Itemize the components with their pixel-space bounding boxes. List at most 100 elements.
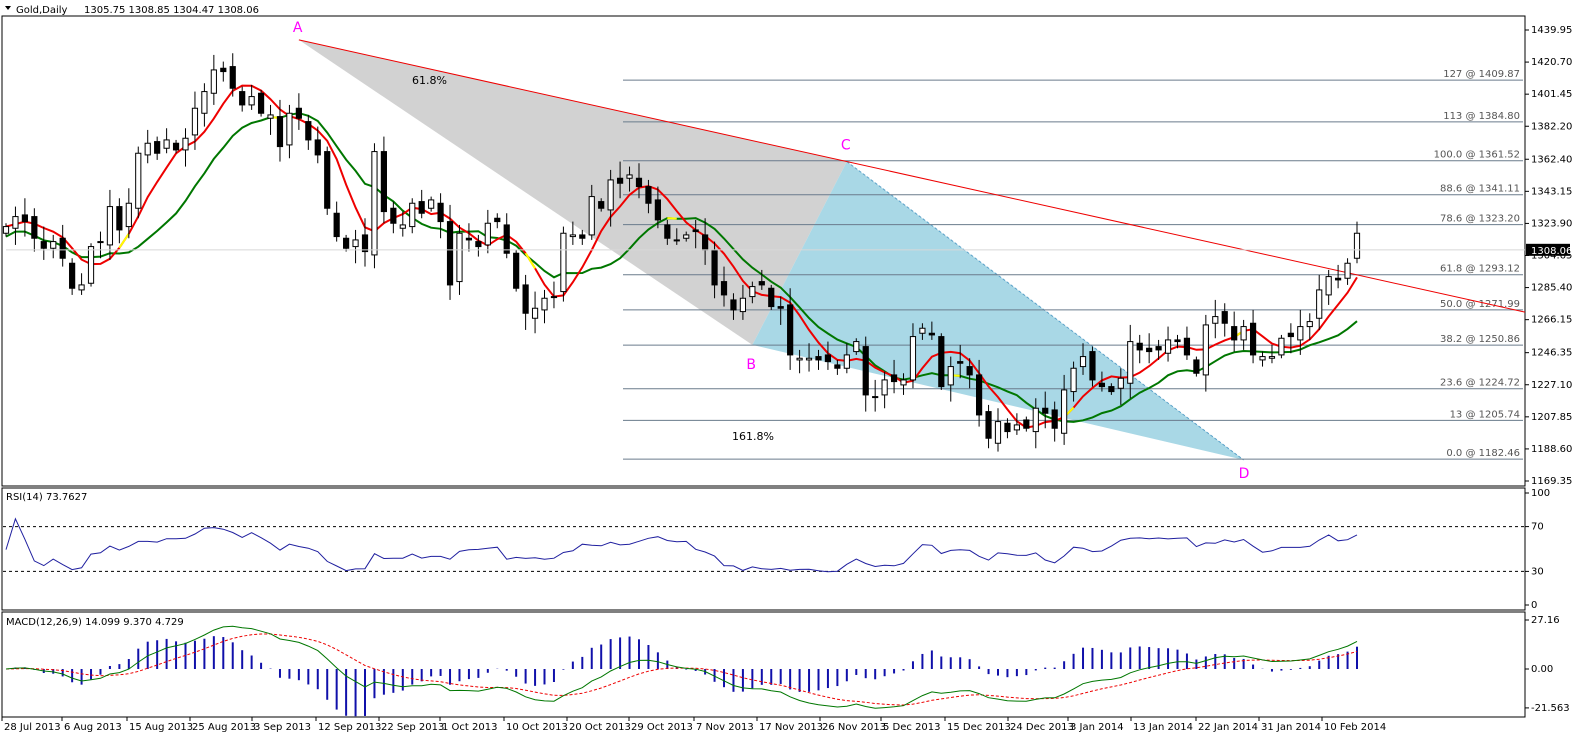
candle [1306, 313, 1313, 340]
bear-candle-body [418, 201, 425, 214]
bear-candle-body [465, 237, 473, 241]
candle [399, 211, 406, 237]
bear-candle-body [220, 67, 227, 73]
candle [635, 163, 643, 199]
bear-candle-body [295, 107, 302, 119]
candle [267, 104, 274, 135]
bear-candle-body [116, 206, 123, 231]
candle [560, 226, 567, 302]
xab-triangle[interactable] [298, 39, 847, 345]
bear-candle-body [1249, 322, 1257, 356]
bull-candle-body [286, 112, 293, 146]
candle [361, 218, 369, 267]
candle [239, 86, 246, 112]
bear-candle-body [1183, 337, 1191, 356]
bull-candle-body [87, 246, 95, 284]
bear-candle-body [664, 224, 671, 239]
candle [1089, 346, 1096, 387]
candle [626, 166, 633, 192]
candle [1221, 303, 1228, 337]
bear-candle-body [692, 229, 699, 233]
abc-ratio-label: 61.8% [412, 74, 447, 87]
bear-candle-body [787, 304, 794, 356]
bull-candle-body [1297, 326, 1304, 341]
candle [909, 323, 917, 389]
bear-candle-body [890, 374, 898, 383]
candle [1202, 314, 1209, 392]
candle [1117, 368, 1124, 405]
candle [994, 408, 1002, 452]
bull-candle-body [796, 357, 803, 361]
price-axis[interactable]: 1439.95 1420.70 1401.45 1382.20 1362.40 1343.… [6, 25, 1572, 487]
fibonacci-expansion[interactable]: 127 @ 1409.87 113 @ 1384.80 100.0 @ 1361.5… [623, 69, 1523, 460]
candle [1325, 269, 1332, 305]
candle [900, 373, 907, 395]
trendline[interactable] [298, 39, 1526, 313]
bear-candle-body [1004, 422, 1011, 433]
rsi-tick-label: 70 [1531, 522, 1544, 533]
bull-candle-body [900, 379, 907, 386]
macd-indicator [5, 625, 1358, 717]
rsi-pane[interactable] [1, 487, 1526, 611]
candle [437, 193, 444, 239]
bull-candle-body [1344, 262, 1351, 279]
time-tick-label: 5 Dec 2013 [883, 722, 941, 733]
candle [673, 228, 680, 245]
bull-candle-body [1259, 356, 1266, 361]
time-tick-label: 31 Jan 2014 [1261, 722, 1321, 733]
candle [758, 269, 765, 290]
macd-axis: 27.16 0.00 -21.563 [1525, 615, 1570, 714]
time-tick-label: 26 Nov 2013 [822, 722, 886, 733]
candle [862, 336, 869, 412]
macd-pane[interactable] [1, 611, 1526, 718]
bull-candle-body [683, 234, 690, 239]
bear-candle-body [1221, 311, 1228, 324]
bear-candle-body [361, 234, 369, 253]
candle [371, 143, 378, 269]
candle [50, 234, 57, 259]
candle [248, 84, 255, 110]
bull-candle-body [739, 297, 747, 313]
bull-candle-body [191, 107, 199, 136]
candle [135, 146, 142, 219]
candle [229, 53, 236, 97]
resistance-trendline[interactable] [298, 39, 1526, 313]
bear-candle-body [645, 186, 652, 204]
candle [607, 169, 614, 227]
candle [664, 219, 671, 245]
candle [919, 323, 926, 340]
bear-candle-body [985, 411, 992, 439]
symbol-dropdown-icon[interactable] [5, 6, 11, 10]
candle [654, 186, 661, 229]
candle [1155, 339, 1162, 360]
bear-candle-body [1193, 359, 1200, 374]
ohlc-readout: 1305.75 1308.85 1304.47 1308.06 [84, 5, 259, 16]
candle [1259, 351, 1266, 367]
pattern-labels: A B C D 61.8% 161.8% [293, 20, 1250, 482]
candle [947, 356, 954, 402]
bear-candle-body [437, 202, 444, 223]
bear-candle-body [702, 234, 709, 251]
bull-candle-body [78, 284, 85, 291]
candle [484, 209, 491, 254]
candle [475, 234, 482, 257]
bear-candle-body [975, 374, 983, 416]
candle [154, 136, 161, 160]
candle [1316, 274, 1323, 330]
candle [824, 341, 832, 370]
candle [881, 371, 888, 409]
candle [872, 379, 879, 412]
candle [1249, 309, 1257, 364]
bear-candle-body [31, 216, 38, 239]
bull-candle-body [125, 202, 132, 228]
candle [957, 344, 964, 379]
bull-candle-body [550, 296, 558, 299]
bull-candle-body [1268, 356, 1276, 359]
candle [257, 89, 265, 117]
candle [1193, 356, 1200, 377]
candle [890, 359, 898, 394]
candle [106, 189, 114, 260]
time-tick-label: 13 Jan 2014 [1133, 722, 1193, 733]
